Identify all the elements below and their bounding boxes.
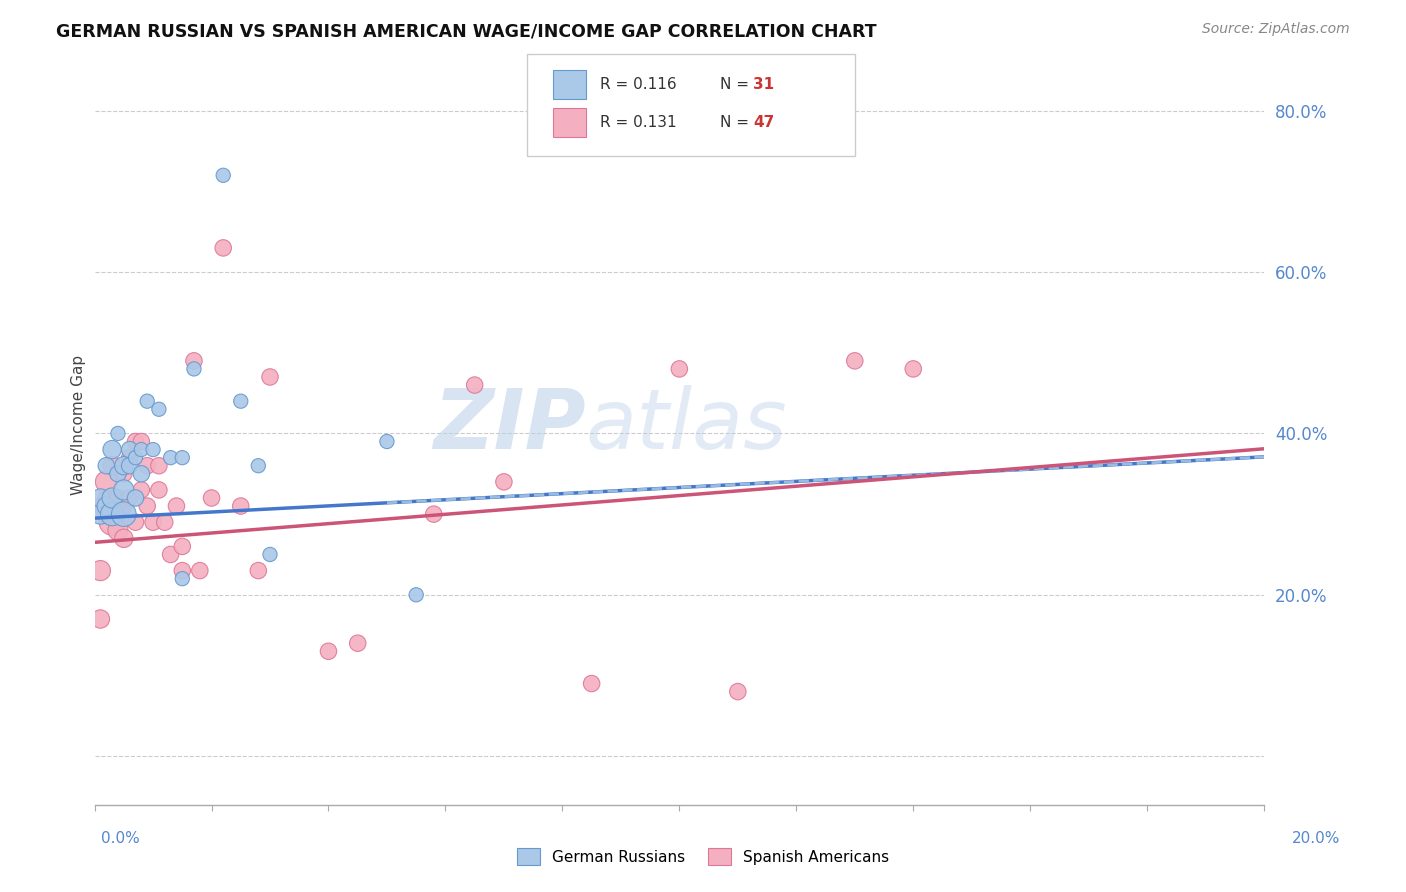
Point (101, 507, 124, 521)
Point (492, 475, 515, 489)
Point (124, 491, 146, 505)
Point (229, 394, 252, 409)
Point (89, 564, 111, 578)
Point (172, 572, 194, 586)
Point (172, 450, 194, 465)
Point (148, 402, 170, 417)
Point (124, 434, 146, 449)
Point (212, 169, 235, 183)
Point (131, 442, 153, 457)
Point (112, 507, 135, 521)
Point (107, 491, 129, 505)
Point (96, 458, 118, 473)
Point (124, 515, 146, 529)
Point (212, 241, 235, 255)
Y-axis label: Wage/Income Gap: Wage/Income Gap (72, 355, 86, 495)
Point (183, 354, 205, 368)
Point (405, 588, 427, 602)
Point (200, 491, 222, 505)
Point (247, 458, 270, 473)
Text: 31: 31 (754, 78, 775, 93)
Point (112, 532, 135, 546)
Point (148, 483, 170, 497)
Text: GERMAN RUSSIAN VS SPANISH AMERICAN WAGE/INCOME GAP CORRELATION CHART: GERMAN RUSSIAN VS SPANISH AMERICAN WAGE/… (56, 22, 877, 40)
Point (101, 491, 124, 505)
Point (96, 507, 118, 521)
Point (89, 491, 111, 505)
Point (346, 636, 368, 650)
Point (259, 548, 281, 562)
Point (159, 450, 181, 465)
Text: N =: N = (720, 78, 754, 93)
Point (124, 450, 146, 465)
Point (422, 507, 444, 521)
Point (96, 491, 118, 505)
Point (464, 378, 486, 392)
Point (727, 684, 749, 698)
Text: ZIP: ZIP (433, 384, 586, 466)
Point (107, 426, 129, 441)
Point (118, 442, 141, 457)
Point (172, 540, 194, 554)
Point (101, 442, 124, 457)
Legend: German Russians, Spanish Americans: German Russians, Spanish Americans (510, 842, 896, 871)
Text: Source: ZipAtlas.com: Source: ZipAtlas.com (1202, 22, 1350, 37)
Point (131, 467, 153, 481)
Point (183, 362, 205, 376)
Point (844, 354, 866, 368)
Point (668, 362, 690, 376)
Point (131, 434, 153, 449)
Point (229, 499, 252, 513)
Point (89, 499, 111, 513)
Point (136, 394, 159, 409)
Point (172, 564, 194, 578)
Text: 0.0%: 0.0% (101, 831, 141, 847)
Point (148, 458, 170, 473)
Point (375, 434, 398, 449)
FancyBboxPatch shape (527, 54, 855, 156)
Point (89, 507, 111, 521)
Text: 20.0%: 20.0% (1292, 831, 1340, 847)
Text: R = 0.116: R = 0.116 (600, 78, 676, 93)
Point (112, 483, 135, 497)
Point (118, 450, 141, 465)
Text: R = 0.131: R = 0.131 (600, 115, 676, 130)
Text: 47: 47 (754, 115, 775, 130)
Point (903, 362, 925, 376)
Point (188, 564, 211, 578)
Point (142, 515, 165, 529)
Text: N =: N = (720, 115, 754, 130)
Point (96, 499, 118, 513)
Point (101, 515, 124, 529)
Point (101, 458, 124, 473)
FancyBboxPatch shape (553, 70, 586, 99)
Point (136, 458, 159, 473)
Point (131, 483, 153, 497)
Point (159, 548, 181, 562)
Point (136, 499, 159, 513)
Point (247, 564, 270, 578)
FancyBboxPatch shape (553, 109, 586, 137)
Point (165, 499, 187, 513)
Point (112, 467, 135, 481)
Point (118, 491, 141, 505)
Point (318, 644, 340, 658)
Point (107, 523, 129, 537)
Point (142, 442, 165, 457)
Text: atlas: atlas (586, 384, 787, 466)
Point (581, 676, 603, 690)
Point (89, 612, 111, 626)
Point (107, 467, 129, 481)
Point (101, 499, 124, 513)
Point (118, 458, 141, 473)
Point (153, 515, 176, 529)
Point (96, 475, 118, 489)
Point (112, 499, 135, 513)
Point (259, 370, 281, 384)
Point (112, 458, 135, 473)
